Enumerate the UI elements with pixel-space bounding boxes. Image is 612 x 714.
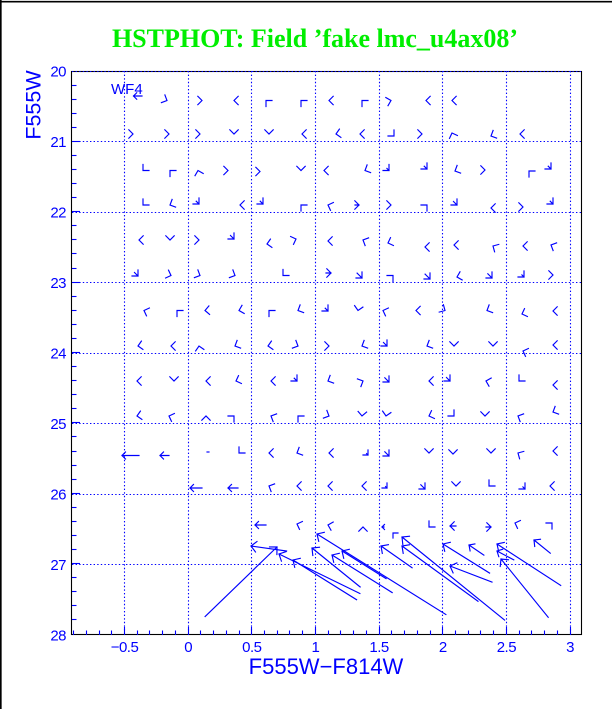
svg-text:3: 3 [566, 639, 574, 656]
svg-text:28: 28 [50, 627, 66, 644]
svg-text:27: 27 [50, 557, 66, 574]
svg-text:26: 26 [50, 486, 66, 503]
svg-text:21: 21 [50, 134, 66, 151]
svg-text:F555W: F555W [22, 70, 46, 140]
svg-text:−0.5: −0.5 [111, 639, 139, 656]
svg-text:1: 1 [311, 639, 319, 656]
svg-text:23: 23 [50, 275, 66, 292]
svg-text:2.5: 2.5 [497, 639, 517, 656]
svg-text:22: 22 [50, 204, 66, 221]
svg-text:2: 2 [439, 639, 447, 656]
svg-text:20: 20 [50, 63, 66, 80]
svg-text:0: 0 [184, 639, 192, 656]
svg-text:HSTPHOT: Field ’fake lmc_u4ax0: HSTPHOT: Field ’fake lmc_u4ax08’ [112, 24, 518, 53]
svg-text:WF4: WF4 [111, 81, 143, 98]
svg-text:1.5: 1.5 [369, 639, 389, 656]
svg-text:25: 25 [50, 416, 66, 433]
svg-text:24: 24 [50, 345, 66, 362]
svg-text:F555W−F814W: F555W−F814W [249, 654, 404, 679]
svg-text:0.5: 0.5 [242, 639, 262, 656]
